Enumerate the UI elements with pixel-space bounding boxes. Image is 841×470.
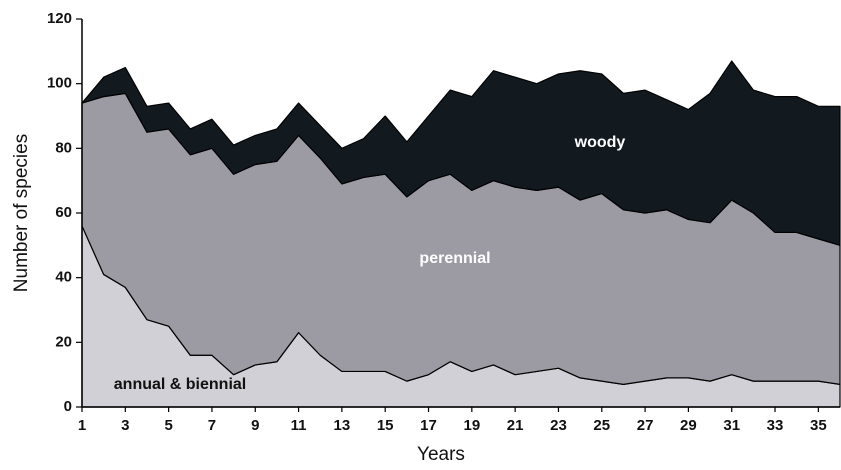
x-tick-label: 7 [208, 417, 216, 434]
x-tick-label: 35 [810, 417, 827, 434]
area-label: annual & biennial [114, 376, 246, 393]
x-tick-label: 11 [291, 417, 307, 434]
area-label: perennial [419, 250, 490, 267]
x-tick-label: 33 [767, 417, 784, 434]
x-tick-label: 13 [334, 417, 351, 434]
area-label: woody [574, 134, 626, 151]
x-tick-label: 23 [550, 417, 567, 434]
x-tick-label: 31 [723, 417, 740, 434]
x-tick-label: 3 [121, 417, 129, 434]
x-tick-label: 21 [507, 417, 524, 434]
y-tick-label: 0 [64, 398, 72, 415]
area [81, 60, 841, 246]
x-tick-label: 15 [377, 417, 394, 434]
x-tick-label: 25 [593, 417, 610, 434]
x-tick-label: 9 [251, 417, 259, 434]
y-axis-title: Number of species [11, 134, 32, 292]
x-tick-label: 1 [78, 417, 86, 434]
y-tick-label: 100 [47, 75, 72, 92]
x-tick-label: 17 [420, 417, 437, 434]
y-tick-label: 120 [47, 10, 72, 27]
x-tick-label: 19 [463, 417, 480, 434]
y-tick-label: 20 [55, 333, 72, 350]
y-tick-label: 40 [55, 269, 72, 286]
y-tick-label: 80 [55, 139, 72, 156]
x-axis-title: Years [417, 444, 465, 465]
y-tick-label: 60 [55, 204, 72, 221]
x-tick-label: 27 [637, 417, 654, 434]
x-tick-label: 5 [164, 417, 172, 434]
x-tick-label: 29 [680, 417, 697, 434]
